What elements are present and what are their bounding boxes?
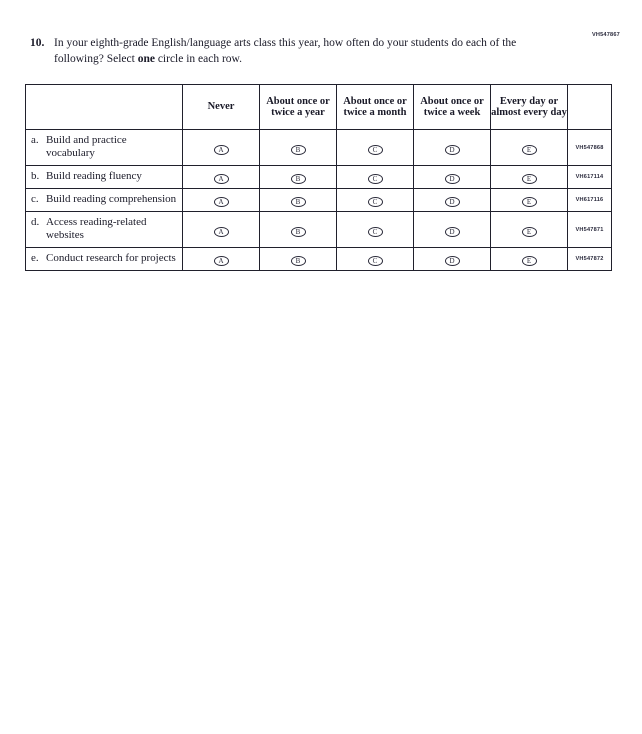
cell-e-month[interactable]: C: [336, 247, 414, 271]
row-label: Build reading fluency: [46, 170, 142, 182]
question-stem: 10. In your eighth-grade English/languag…: [30, 36, 530, 67]
cell-c-week[interactable]: D: [413, 188, 491, 212]
table-row: c. Build reading comprehension A B C D E…: [25, 188, 612, 212]
row-stem-e: e. Conduct research for projects: [25, 247, 183, 271]
cell-c-month[interactable]: C: [336, 188, 414, 212]
cell-a-everyday[interactable]: E: [490, 129, 568, 166]
header-option-once-or-twice-a-year: About once or twice a year: [259, 84, 337, 130]
row-label: Access reading-related websites: [46, 216, 147, 241]
row-stem-a: a. Build and practice vocabulary: [25, 129, 183, 166]
row-code-d: VH547871: [567, 211, 612, 248]
cell-b-never[interactable]: A: [182, 165, 260, 189]
radio-bubble-a-everyday[interactable]: E: [521, 144, 537, 155]
radio-bubble-a-week[interactable]: D: [444, 144, 460, 155]
cell-b-month[interactable]: C: [336, 165, 414, 189]
radio-bubble-a-never[interactable]: A: [213, 144, 229, 155]
question-text: In your eighth-grade English/language ar…: [54, 36, 530, 67]
cell-a-month[interactable]: C: [336, 129, 414, 166]
radio-bubble-b-week[interactable]: D: [444, 174, 460, 184]
cell-e-week[interactable]: D: [413, 247, 491, 271]
question-number: 10.: [30, 37, 45, 49]
table-row: d. Access reading-related websites A B C…: [25, 211, 612, 248]
radio-bubble-e-week[interactable]: D: [444, 256, 460, 266]
radio-bubble-b-year[interactable]: B: [290, 174, 306, 184]
row-label: Build and practice vocabulary: [46, 134, 127, 159]
page-identifier-code: VH547867: [591, 32, 620, 38]
row-code-e: VH547872: [567, 247, 612, 271]
cell-d-week[interactable]: D: [413, 211, 491, 248]
cell-a-week[interactable]: D: [413, 129, 491, 166]
radio-bubble-d-year[interactable]: B: [290, 226, 306, 237]
radio-bubble-e-never[interactable]: A: [213, 256, 229, 266]
row-label: Build reading comprehension: [46, 193, 177, 205]
row-letter: e.: [31, 252, 39, 264]
cell-e-year[interactable]: B: [259, 247, 337, 271]
radio-bubble-e-year[interactable]: B: [290, 256, 306, 266]
row-code-b: VH617114: [567, 165, 612, 189]
radio-bubble-c-never[interactable]: A: [213, 197, 229, 207]
cell-d-never[interactable]: A: [182, 211, 260, 248]
row-stem-b: b. Build reading fluency: [25, 165, 183, 189]
row-label: Conduct research for projects: [46, 252, 176, 264]
row-letter: b.: [31, 170, 40, 182]
cell-b-year[interactable]: B: [259, 165, 337, 189]
row-stem-d: d. Access reading-related websites: [25, 211, 183, 248]
radio-bubble-b-everyday[interactable]: E: [521, 174, 537, 184]
radio-bubble-a-month[interactable]: C: [367, 144, 383, 155]
question-text-part-1: In your eighth-grade English/language ar…: [54, 37, 517, 65]
radio-bubble-d-never[interactable]: A: [213, 226, 229, 237]
header-code-blank: [567, 84, 612, 130]
cell-e-never[interactable]: A: [182, 247, 260, 271]
header-option-never: Never: [182, 84, 260, 130]
radio-bubble-d-everyday[interactable]: E: [521, 226, 537, 237]
table-row: e. Conduct research for projects A B C D…: [25, 247, 612, 271]
radio-bubble-d-month[interactable]: C: [367, 226, 383, 237]
header-stem-blank: [25, 84, 183, 130]
table-row: b. Build reading fluency A B C D E VH617…: [25, 165, 612, 189]
cell-d-year[interactable]: B: [259, 211, 337, 248]
radio-bubble-c-everyday[interactable]: E: [521, 197, 537, 207]
table-header-row: Never About once or twice a year About o…: [25, 84, 612, 130]
cell-c-everyday[interactable]: E: [490, 188, 568, 212]
cell-c-never[interactable]: A: [182, 188, 260, 212]
cell-e-everyday[interactable]: E: [490, 247, 568, 271]
radio-bubble-e-everyday[interactable]: E: [521, 256, 537, 266]
radio-bubble-c-year[interactable]: B: [290, 197, 306, 207]
row-code-a: VH547868: [567, 129, 612, 166]
header-option-once-or-twice-a-month: About once or twice a month: [336, 84, 414, 130]
radio-bubble-b-never[interactable]: A: [213, 174, 229, 184]
response-matrix-table: Never About once or twice a year About o…: [25, 84, 612, 271]
radio-bubble-e-month[interactable]: C: [367, 256, 383, 266]
question-text-part-2: circle in each row.: [154, 52, 242, 65]
radio-bubble-c-week[interactable]: D: [444, 197, 460, 207]
row-letter: d.: [31, 216, 40, 228]
header-option-once-or-twice-a-week: About once or twice a week: [413, 84, 491, 130]
table-row: a. Build and practice vocabulary A B C D…: [25, 129, 612, 166]
radio-bubble-b-month[interactable]: C: [367, 174, 383, 184]
cell-c-year[interactable]: B: [259, 188, 337, 212]
question-text-emphasis: one: [137, 52, 155, 65]
cell-a-year[interactable]: B: [259, 129, 337, 166]
radio-bubble-c-month[interactable]: C: [367, 197, 383, 207]
row-code-c: VH617116: [567, 188, 612, 212]
header-option-every-day: Every day or almost every day: [490, 84, 568, 130]
cell-a-never[interactable]: A: [182, 129, 260, 166]
cell-d-month[interactable]: C: [336, 211, 414, 248]
cell-b-week[interactable]: D: [413, 165, 491, 189]
row-stem-c: c. Build reading comprehension: [25, 188, 183, 212]
radio-bubble-d-week[interactable]: D: [444, 226, 460, 237]
row-letter: a.: [31, 134, 39, 146]
row-letter: c.: [31, 193, 39, 205]
radio-bubble-a-year[interactable]: B: [290, 144, 306, 155]
cell-d-everyday[interactable]: E: [490, 211, 568, 248]
cell-b-everyday[interactable]: E: [490, 165, 568, 189]
